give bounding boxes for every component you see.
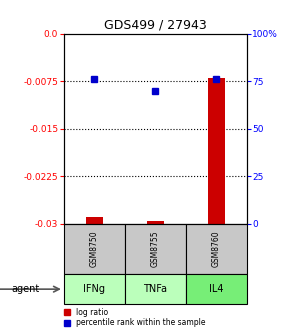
FancyBboxPatch shape [186, 275, 246, 304]
Bar [208, 78, 224, 224]
FancyBboxPatch shape [64, 224, 125, 275]
FancyBboxPatch shape [64, 275, 125, 304]
Text: GSM8750: GSM8750 [90, 231, 99, 267]
Text: GSM8760: GSM8760 [211, 231, 221, 267]
Title: GDS499 / 27943: GDS499 / 27943 [104, 18, 206, 31]
Text: IFNg: IFNg [83, 284, 105, 294]
FancyBboxPatch shape [125, 224, 186, 275]
Legend: log ratio, percentile rank within the sample: log ratio, percentile rank within the sa… [64, 308, 206, 327]
FancyBboxPatch shape [186, 224, 246, 275]
Bar [147, 220, 164, 224]
FancyBboxPatch shape [125, 275, 186, 304]
Text: GSM8755: GSM8755 [151, 231, 160, 267]
Text: agent: agent [12, 284, 40, 294]
Bar [86, 217, 103, 224]
Text: TNFa: TNFa [143, 284, 167, 294]
Text: IL4: IL4 [209, 284, 223, 294]
